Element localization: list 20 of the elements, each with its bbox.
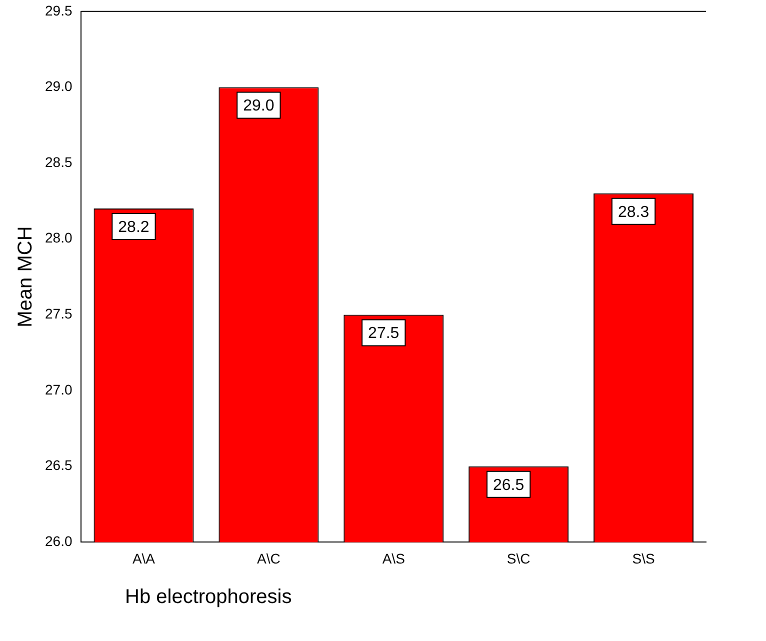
- data-label: 29.0: [243, 98, 274, 115]
- y-tick-label: 28.0: [45, 230, 72, 246]
- data-label: 28.3: [618, 204, 650, 221]
- x-axis-title: Hb electrophoresis: [125, 586, 292, 609]
- data-label: 27.5: [368, 325, 400, 342]
- y-tick-label: 27.0: [45, 381, 72, 398]
- y-tick-label: 28.5: [45, 154, 72, 170]
- y-tick-label: 29.0: [45, 78, 72, 94]
- y-axis-title: Mean MCH: [14, 226, 37, 328]
- x-tick-label: A\A: [132, 550, 156, 566]
- x-tick-label: A\C: [257, 550, 280, 566]
- y-tick-label: 27.5: [45, 306, 72, 322]
- y-tick-label: 26.5: [45, 457, 72, 474]
- x-tick-label: S\S: [632, 550, 655, 566]
- y-tick-label: 29.5: [45, 2, 72, 18]
- y-tick-label: 26.0: [45, 533, 72, 550]
- data-label: 26.5: [493, 476, 524, 494]
- x-tick-label: S\C: [506, 550, 530, 566]
- x-tick-label: A\S: [382, 550, 405, 566]
- data-label: 28.2: [118, 218, 150, 236]
